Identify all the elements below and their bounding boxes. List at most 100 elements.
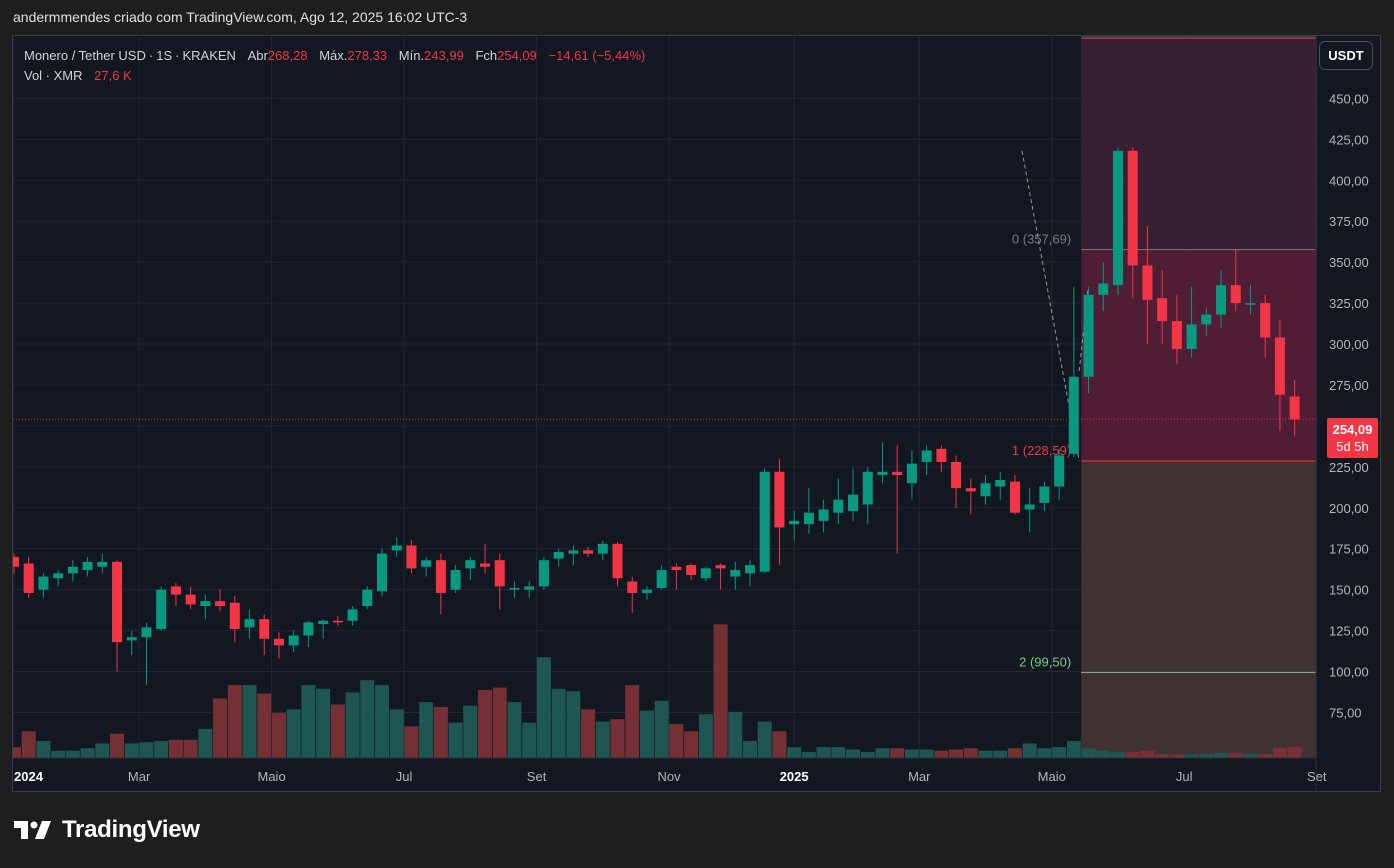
volume-bar [507, 702, 522, 758]
candle-body [1142, 265, 1153, 300]
brand-name: TradingView [62, 816, 200, 843]
volume-bar [949, 749, 964, 758]
y-tick-label: 325,00 [1329, 296, 1369, 311]
volume-bar [21, 731, 36, 758]
fib-zone-top [1081, 36, 1316, 39]
volume-bar [1066, 740, 1081, 758]
y-tick-label: 75,00 [1329, 706, 1362, 721]
volume-bar [654, 700, 669, 758]
volume-bar [492, 687, 507, 758]
candle-body [597, 543, 608, 554]
volume-bar [536, 657, 551, 758]
y-tick-label: 350,00 [1329, 255, 1369, 270]
volume-bar [993, 750, 1008, 758]
volume-bar [257, 693, 272, 758]
candle-body [1201, 314, 1212, 325]
interval-label[interactable]: 1S [156, 48, 173, 63]
volume-bar [51, 750, 66, 758]
exchange-label: KRAKEN [182, 48, 236, 63]
candle-body [318, 620, 329, 625]
volume-bar [978, 750, 993, 758]
candle-body [38, 576, 49, 590]
candle-body [671, 566, 682, 571]
symbol-legend: Monero / Tether USD · 1S · KRAKEN Abr268,28 … [24, 46, 645, 86]
x-tick-label: Jul [396, 769, 413, 784]
volume-bar [183, 739, 198, 758]
symbol-name[interactable]: Monero / Tether USD [24, 48, 146, 63]
candle-body [435, 560, 446, 593]
candle-body [332, 620, 343, 623]
fibonacci-extension[interactable]: 0 (357,69)1 (228,59)2 (99,50)-1 (486,79) [13, 36, 1316, 758]
candle-body [700, 568, 711, 579]
candle-body [229, 602, 240, 629]
open-value: 268,28 [267, 48, 308, 63]
candle-body [553, 552, 564, 559]
candle-body [200, 601, 211, 607]
volume-bar [227, 685, 242, 758]
volume-bar [757, 721, 772, 758]
candle-body [774, 471, 785, 528]
candle-body [1186, 324, 1197, 349]
candle-body [259, 619, 270, 639]
y-tick-label: 400,00 [1329, 173, 1369, 188]
volume-bar [625, 685, 640, 758]
candle-body [170, 586, 181, 595]
candle-body [715, 565, 726, 569]
volume-bar [36, 740, 51, 758]
fib-level-label: 0 (357,69) [1012, 232, 1071, 247]
y-tick-label: 450,00 [1329, 91, 1369, 106]
y-tick-label: 100,00 [1329, 665, 1369, 680]
volume-bar [65, 750, 80, 758]
volume-bar [1169, 754, 1184, 758]
candle-body [1245, 303, 1256, 305]
volume-bar [801, 751, 816, 758]
candle-body [244, 619, 255, 628]
volume-bar [1052, 747, 1067, 758]
low-value: 243,99 [424, 48, 464, 63]
candle-body [53, 573, 64, 579]
candle-body [288, 635, 299, 646]
candle-body [126, 637, 137, 641]
tradingview-logo[interactable]: TradingView [14, 816, 200, 844]
volume-bar [890, 748, 905, 758]
x-tick-label: Maio [1038, 769, 1066, 784]
volume-bar [1037, 748, 1052, 758]
candle-body [906, 463, 917, 484]
candle-body [185, 594, 196, 605]
candle-body [1024, 504, 1035, 510]
volume-bar [1096, 750, 1111, 758]
currency-button[interactable]: USDT [1319, 41, 1373, 70]
candle-body [980, 483, 991, 497]
volume-bar [1287, 747, 1302, 758]
candle-body [921, 450, 932, 462]
candle-body [803, 512, 814, 525]
candle-body [877, 471, 888, 476]
volume-bar [271, 713, 286, 758]
candle-body [627, 581, 638, 593]
candle-body [97, 561, 108, 567]
candle-body [141, 627, 152, 638]
volume-bar [566, 691, 581, 758]
candle-body [1171, 321, 1182, 349]
volume-bar [448, 722, 463, 758]
y-tick-label: 425,00 [1329, 132, 1369, 147]
volume-bar [595, 721, 610, 758]
candle-body [1113, 150, 1123, 286]
candle-body [848, 494, 859, 512]
volume-bar [934, 750, 949, 758]
price-chart[interactable]: 0 (357,69)1 (228,59)2 (99,50)-1 (486,79)… [13, 36, 1380, 791]
candle-body [892, 471, 903, 476]
volume-bar [433, 706, 448, 758]
volume-bar [919, 749, 934, 758]
y-tick-label: 200,00 [1329, 501, 1369, 516]
volume-label[interactable]: Vol · XMR [24, 68, 83, 83]
candle-body [1230, 285, 1241, 304]
candle-body [421, 560, 432, 567]
candle-body [215, 601, 226, 607]
volume-bars [13, 624, 1302, 758]
candle-body [450, 570, 461, 590]
volume-bar [551, 688, 566, 758]
volume-bar [198, 728, 213, 758]
high-value: 278,33 [347, 48, 388, 63]
chart-panel[interactable]: 0 (357,69)1 (228,59)2 (99,50)-1 (486,79)… [12, 35, 1381, 792]
